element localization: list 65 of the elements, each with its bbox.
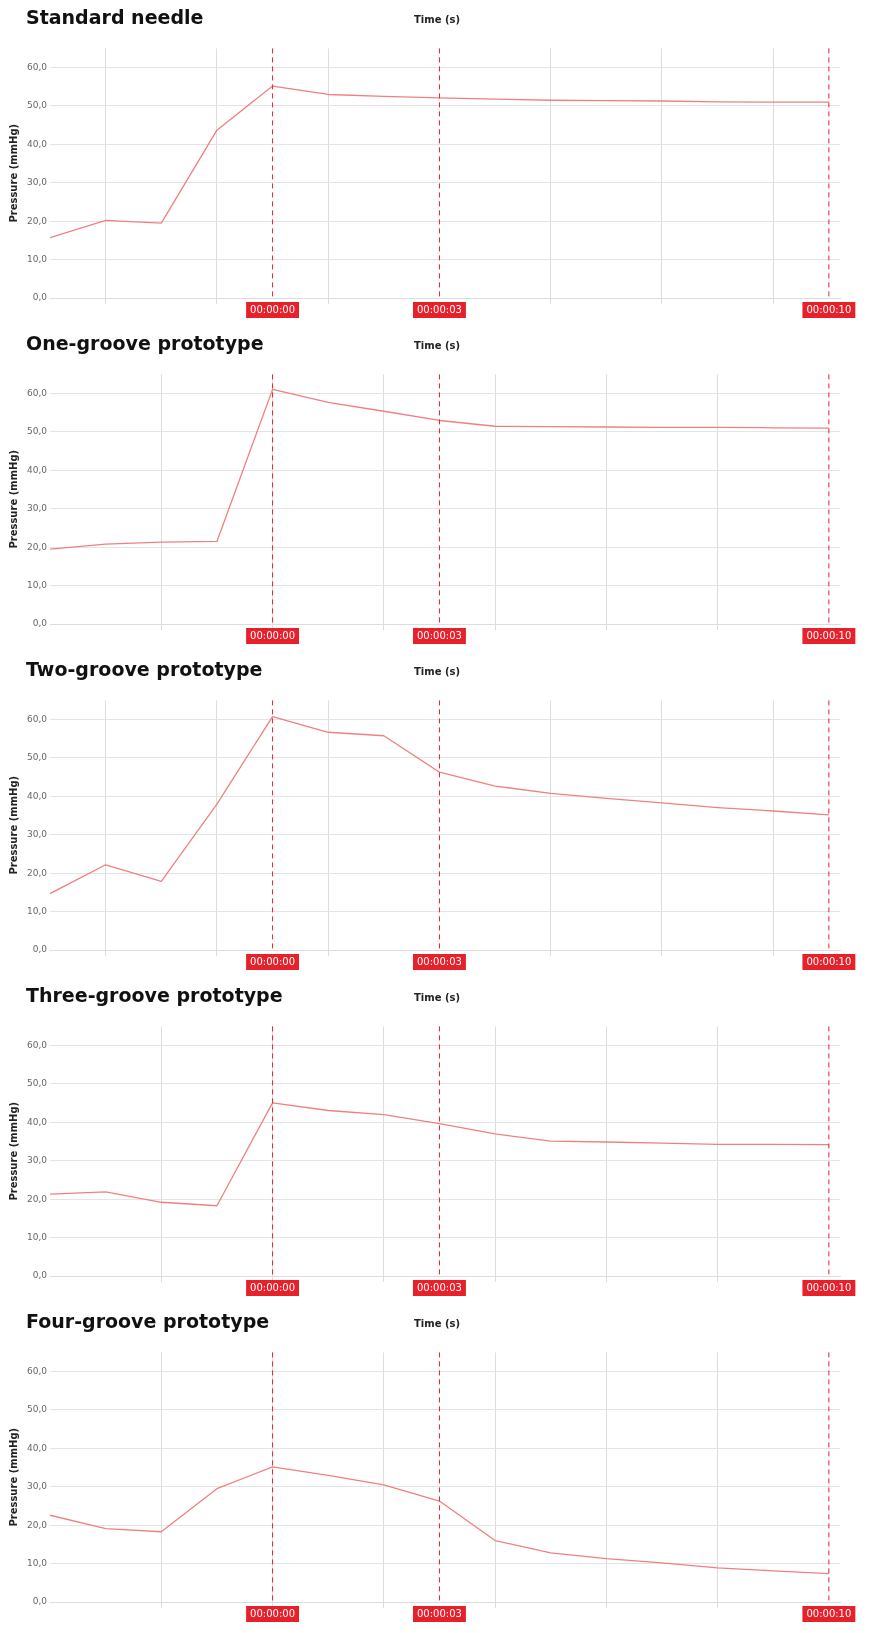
chart-title: Standard needle [26, 6, 204, 28]
ref-line-label: 00:00:03 [417, 1607, 462, 1619]
chart-title: Two-groove prototype [26, 658, 263, 680]
chart-title: One-groove prototype [26, 332, 264, 354]
y-tick-label: 40,0 [26, 1442, 48, 1453]
ref-line-label: 00:00:10 [806, 303, 852, 315]
ref-line-label: 00:00:10 [806, 629, 852, 641]
ref-line-label: 00:00:03 [417, 1281, 462, 1293]
y-tick-label: 30,0 [26, 1155, 48, 1166]
y-tick-label: 50,0 [26, 752, 48, 763]
y-tick-label: 50,0 [26, 1404, 48, 1415]
y-tick-label: 60,0 [26, 61, 48, 72]
ref-line-label: 00:00:00 [250, 303, 296, 315]
y-tick-label: 0,0 [32, 1270, 48, 1281]
ref-line-label: 00:00:00 [250, 955, 296, 967]
ref-line-label: 00:00:03 [417, 629, 462, 641]
y-tick-label: 60,0 [26, 387, 48, 398]
y-tick-label: 30,0 [26, 177, 48, 188]
y-tick-label: 50,0 [26, 1078, 48, 1089]
y-tick-label: 30,0 [26, 829, 48, 840]
y-axis-title: Pressure (mmHg) [7, 1427, 19, 1527]
ref-line-label: 00:00:03 [417, 955, 462, 967]
ref-line-label: 00:00:10 [806, 1607, 852, 1619]
ref-line-label: 00:00:10 [806, 1281, 852, 1293]
y-tick-label: 20,0 [26, 1193, 48, 1204]
x-axis-title: Time (s) [413, 992, 461, 1003]
y-tick-label: 0,0 [32, 618, 48, 629]
y-tick-label: 30,0 [26, 1481, 48, 1492]
y-tick-label: 0,0 [32, 1596, 48, 1607]
y-tick-label: 40,0 [26, 1116, 48, 1127]
y-tick-label: 0,0 [32, 944, 48, 955]
y-tick-label: 20,0 [26, 541, 48, 552]
chart-title: Four-groove prototype [26, 1310, 270, 1332]
ref-line-label: 00:00:00 [250, 629, 296, 641]
x-axis-title: Time (s) [413, 340, 461, 351]
y-tick-label: 10,0 [26, 253, 48, 264]
y-tick-label: 50,0 [26, 426, 48, 437]
chart-title: Three-groove prototype [26, 984, 283, 1006]
x-axis-title: Time (s) [413, 666, 461, 677]
ref-line-label: 00:00:00 [250, 1607, 296, 1619]
y-axis-title: Pressure (mmHg) [7, 1101, 19, 1201]
y-tick-label: 60,0 [26, 713, 48, 724]
y-tick-label: 10,0 [26, 579, 48, 590]
ref-line-label: 00:00:10 [806, 955, 852, 967]
y-tick-label: 20,0 [26, 1519, 48, 1530]
y-tick-label: 40,0 [26, 138, 48, 149]
y-tick-label: 60,0 [26, 1365, 48, 1376]
x-axis-title: Time (s) [413, 1318, 461, 1329]
y-axis-title: Pressure (mmHg) [7, 123, 19, 223]
y-tick-label: 40,0 [26, 464, 48, 475]
y-tick-label: 50,0 [26, 100, 48, 111]
y-tick-label: 20,0 [26, 215, 48, 226]
y-tick-label: 10,0 [26, 1557, 48, 1568]
ref-line-label: 00:00:03 [417, 303, 462, 315]
x-axis-title: Time (s) [413, 14, 461, 25]
y-tick-label: 0,0 [32, 292, 48, 303]
y-tick-label: 10,0 [26, 1231, 48, 1242]
y-axis-title: Pressure (mmHg) [7, 449, 19, 549]
ref-line-label: 00:00:00 [250, 1281, 296, 1293]
y-tick-label: 60,0 [26, 1039, 48, 1050]
y-axis-title: Pressure (mmHg) [7, 775, 19, 875]
y-tick-label: 40,0 [26, 790, 48, 801]
y-tick-label: 30,0 [26, 503, 48, 514]
y-tick-label: 10,0 [26, 905, 48, 916]
y-tick-label: 20,0 [26, 867, 48, 878]
